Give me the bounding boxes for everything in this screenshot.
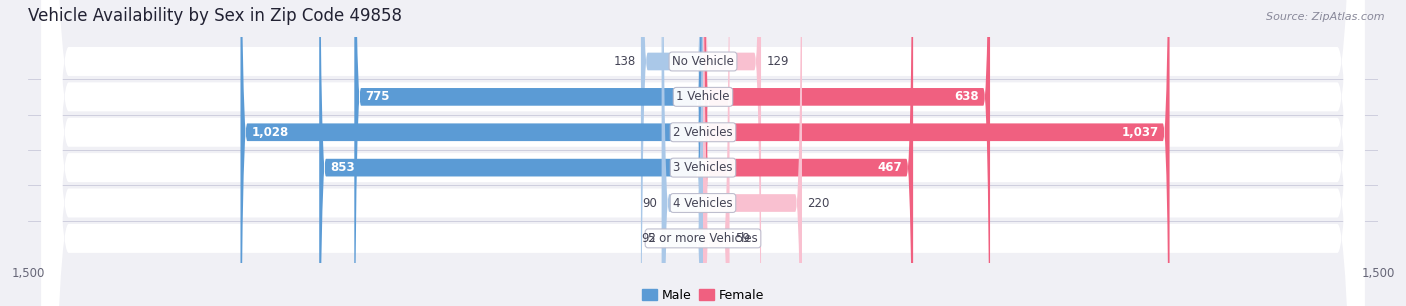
FancyBboxPatch shape bbox=[354, 0, 703, 306]
FancyBboxPatch shape bbox=[42, 0, 1364, 306]
Text: 853: 853 bbox=[330, 161, 356, 174]
Text: 1,028: 1,028 bbox=[252, 126, 290, 139]
FancyBboxPatch shape bbox=[703, 0, 761, 306]
Text: 90: 90 bbox=[643, 196, 657, 210]
FancyBboxPatch shape bbox=[42, 0, 1364, 306]
Text: 1,037: 1,037 bbox=[1121, 126, 1159, 139]
Text: Vehicle Availability by Sex in Zip Code 49858: Vehicle Availability by Sex in Zip Code … bbox=[28, 7, 402, 25]
FancyBboxPatch shape bbox=[703, 0, 990, 306]
FancyBboxPatch shape bbox=[42, 0, 1364, 306]
Text: 467: 467 bbox=[877, 161, 901, 174]
Text: 92: 92 bbox=[641, 232, 657, 245]
Text: 220: 220 bbox=[807, 196, 830, 210]
FancyBboxPatch shape bbox=[240, 0, 703, 306]
Text: 1 Vehicle: 1 Vehicle bbox=[676, 90, 730, 103]
Text: 638: 638 bbox=[955, 90, 979, 103]
FancyBboxPatch shape bbox=[703, 0, 730, 306]
FancyBboxPatch shape bbox=[641, 0, 703, 306]
FancyBboxPatch shape bbox=[42, 0, 1364, 306]
Text: 775: 775 bbox=[366, 90, 389, 103]
FancyBboxPatch shape bbox=[662, 0, 703, 306]
Text: 2 Vehicles: 2 Vehicles bbox=[673, 126, 733, 139]
Text: 129: 129 bbox=[766, 55, 789, 68]
Text: No Vehicle: No Vehicle bbox=[672, 55, 734, 68]
FancyBboxPatch shape bbox=[662, 0, 703, 306]
Text: Source: ZipAtlas.com: Source: ZipAtlas.com bbox=[1267, 12, 1385, 22]
FancyBboxPatch shape bbox=[703, 0, 912, 306]
Text: 3 Vehicles: 3 Vehicles bbox=[673, 161, 733, 174]
FancyBboxPatch shape bbox=[703, 0, 801, 306]
FancyBboxPatch shape bbox=[42, 0, 1364, 306]
Text: 59: 59 bbox=[735, 232, 749, 245]
FancyBboxPatch shape bbox=[319, 0, 703, 306]
FancyBboxPatch shape bbox=[42, 0, 1364, 306]
Text: 5 or more Vehicles: 5 or more Vehicles bbox=[648, 232, 758, 245]
Legend: Male, Female: Male, Female bbox=[637, 284, 769, 306]
Text: 138: 138 bbox=[613, 55, 636, 68]
Text: 4 Vehicles: 4 Vehicles bbox=[673, 196, 733, 210]
FancyBboxPatch shape bbox=[703, 0, 1170, 306]
